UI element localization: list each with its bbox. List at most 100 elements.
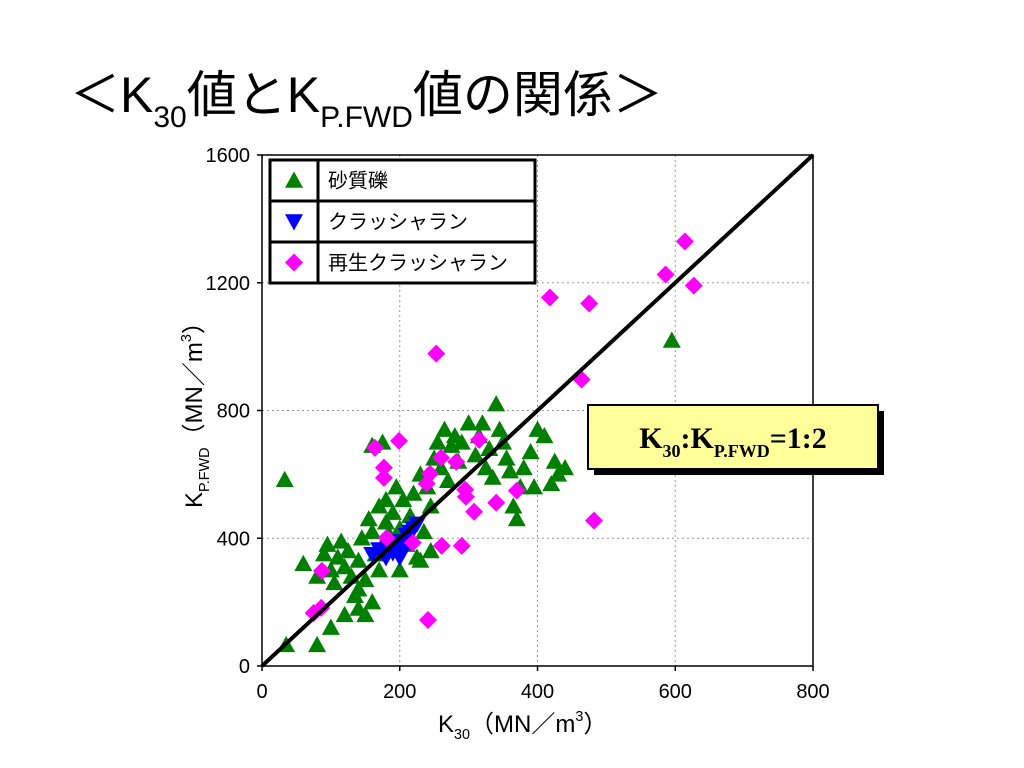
text-part: :K <box>681 422 715 455</box>
data-point <box>545 452 564 469</box>
y-tick-label: 1600 <box>206 145 251 167</box>
data-point <box>662 331 681 348</box>
text-part: （MN／m <box>181 342 208 447</box>
data-point <box>490 420 509 437</box>
text-part: 30 <box>454 727 470 743</box>
x-tick-label: 0 <box>256 681 267 703</box>
data-point <box>377 528 396 547</box>
data-point <box>349 580 368 597</box>
data-point <box>414 522 433 540</box>
text-part: P.FWD <box>197 447 213 492</box>
data-point <box>428 433 447 450</box>
data-point <box>359 510 378 527</box>
text-part: =1:2 <box>770 422 827 455</box>
data-point <box>459 414 478 431</box>
legend-label: 砂質礫 <box>328 170 388 193</box>
legend-label: 再生クラッシャラン <box>328 252 508 275</box>
data-point <box>356 605 375 623</box>
data-point <box>356 570 375 587</box>
data-point <box>387 478 406 495</box>
data-point <box>497 449 516 466</box>
data-point <box>535 427 554 444</box>
text-part: 値とK <box>187 67 320 123</box>
text-part: ） <box>583 711 607 738</box>
y-axis-label: KP.FWD（MN／m3） <box>179 310 213 508</box>
x-tick-label: 200 <box>383 681 416 703</box>
x-tick-label: 600 <box>659 681 692 703</box>
data-point <box>318 535 337 552</box>
data-point <box>308 635 327 653</box>
x-axis-label: K30（MN／m3） <box>438 709 607 743</box>
data-point <box>390 431 409 450</box>
data-point <box>363 522 382 540</box>
data-point <box>432 458 451 476</box>
data-point <box>370 561 389 578</box>
data-point <box>403 533 422 552</box>
data-point <box>542 474 561 492</box>
data-point <box>418 611 437 630</box>
data-point <box>452 536 471 555</box>
data-point <box>487 493 506 512</box>
data-point <box>500 462 519 479</box>
data-point <box>328 548 347 565</box>
x-tick-label: 800 <box>796 681 829 703</box>
data-point <box>675 232 694 251</box>
text-part: （MN／m <box>470 711 575 738</box>
text-part: 30 <box>663 441 681 461</box>
data-point <box>376 513 395 530</box>
data-point <box>312 561 331 580</box>
data-point <box>483 468 502 485</box>
text-part: K <box>639 422 663 455</box>
data-point <box>308 567 327 584</box>
data-point <box>469 430 488 449</box>
text-part: 値の関係＞ <box>413 67 663 123</box>
data-point <box>521 443 540 460</box>
data-point <box>656 265 675 284</box>
data-point <box>390 561 409 578</box>
text-part: P.FWD <box>320 101 413 134</box>
annotation-box <box>587 404 879 470</box>
text-part: 3 <box>575 709 583 725</box>
data-point <box>339 542 358 559</box>
data-point <box>456 487 475 506</box>
data-point <box>465 502 484 521</box>
data-point <box>411 551 430 568</box>
data-point <box>466 446 485 463</box>
data-point <box>321 618 340 635</box>
data-point <box>514 458 533 476</box>
legend-marker <box>285 214 303 231</box>
data-point <box>452 433 471 450</box>
legend-label: クラッシャラン <box>328 211 468 234</box>
data-point <box>525 478 544 495</box>
data-point <box>332 532 351 549</box>
y-tick-label: 0 <box>239 656 250 678</box>
data-point <box>275 470 294 488</box>
data-point <box>376 490 395 508</box>
data-point <box>294 554 313 571</box>
data-point <box>314 545 333 562</box>
legend-marker <box>285 171 303 188</box>
data-point <box>507 481 526 500</box>
data-point <box>432 448 451 467</box>
reference-line <box>260 153 815 668</box>
data-point <box>304 603 323 622</box>
legend-box <box>268 158 537 285</box>
data-point <box>349 551 368 568</box>
data-point <box>390 550 409 567</box>
legend-marker <box>285 253 303 272</box>
data-point <box>684 276 703 295</box>
data-point <box>438 471 457 488</box>
data-point <box>374 468 393 487</box>
data-point <box>476 458 495 476</box>
slide-title: ＜K30値とKP.FWD値の関係＞ <box>70 67 663 134</box>
data-point <box>487 395 506 412</box>
data-point <box>325 573 344 591</box>
y-tick-label: 800 <box>217 401 250 423</box>
data-point <box>335 557 354 575</box>
data-point <box>374 458 393 477</box>
annotation: K30:KP.FWD=1:2 <box>639 422 827 461</box>
data-point <box>365 438 384 457</box>
data-point <box>584 511 603 530</box>
data-point <box>556 458 575 476</box>
